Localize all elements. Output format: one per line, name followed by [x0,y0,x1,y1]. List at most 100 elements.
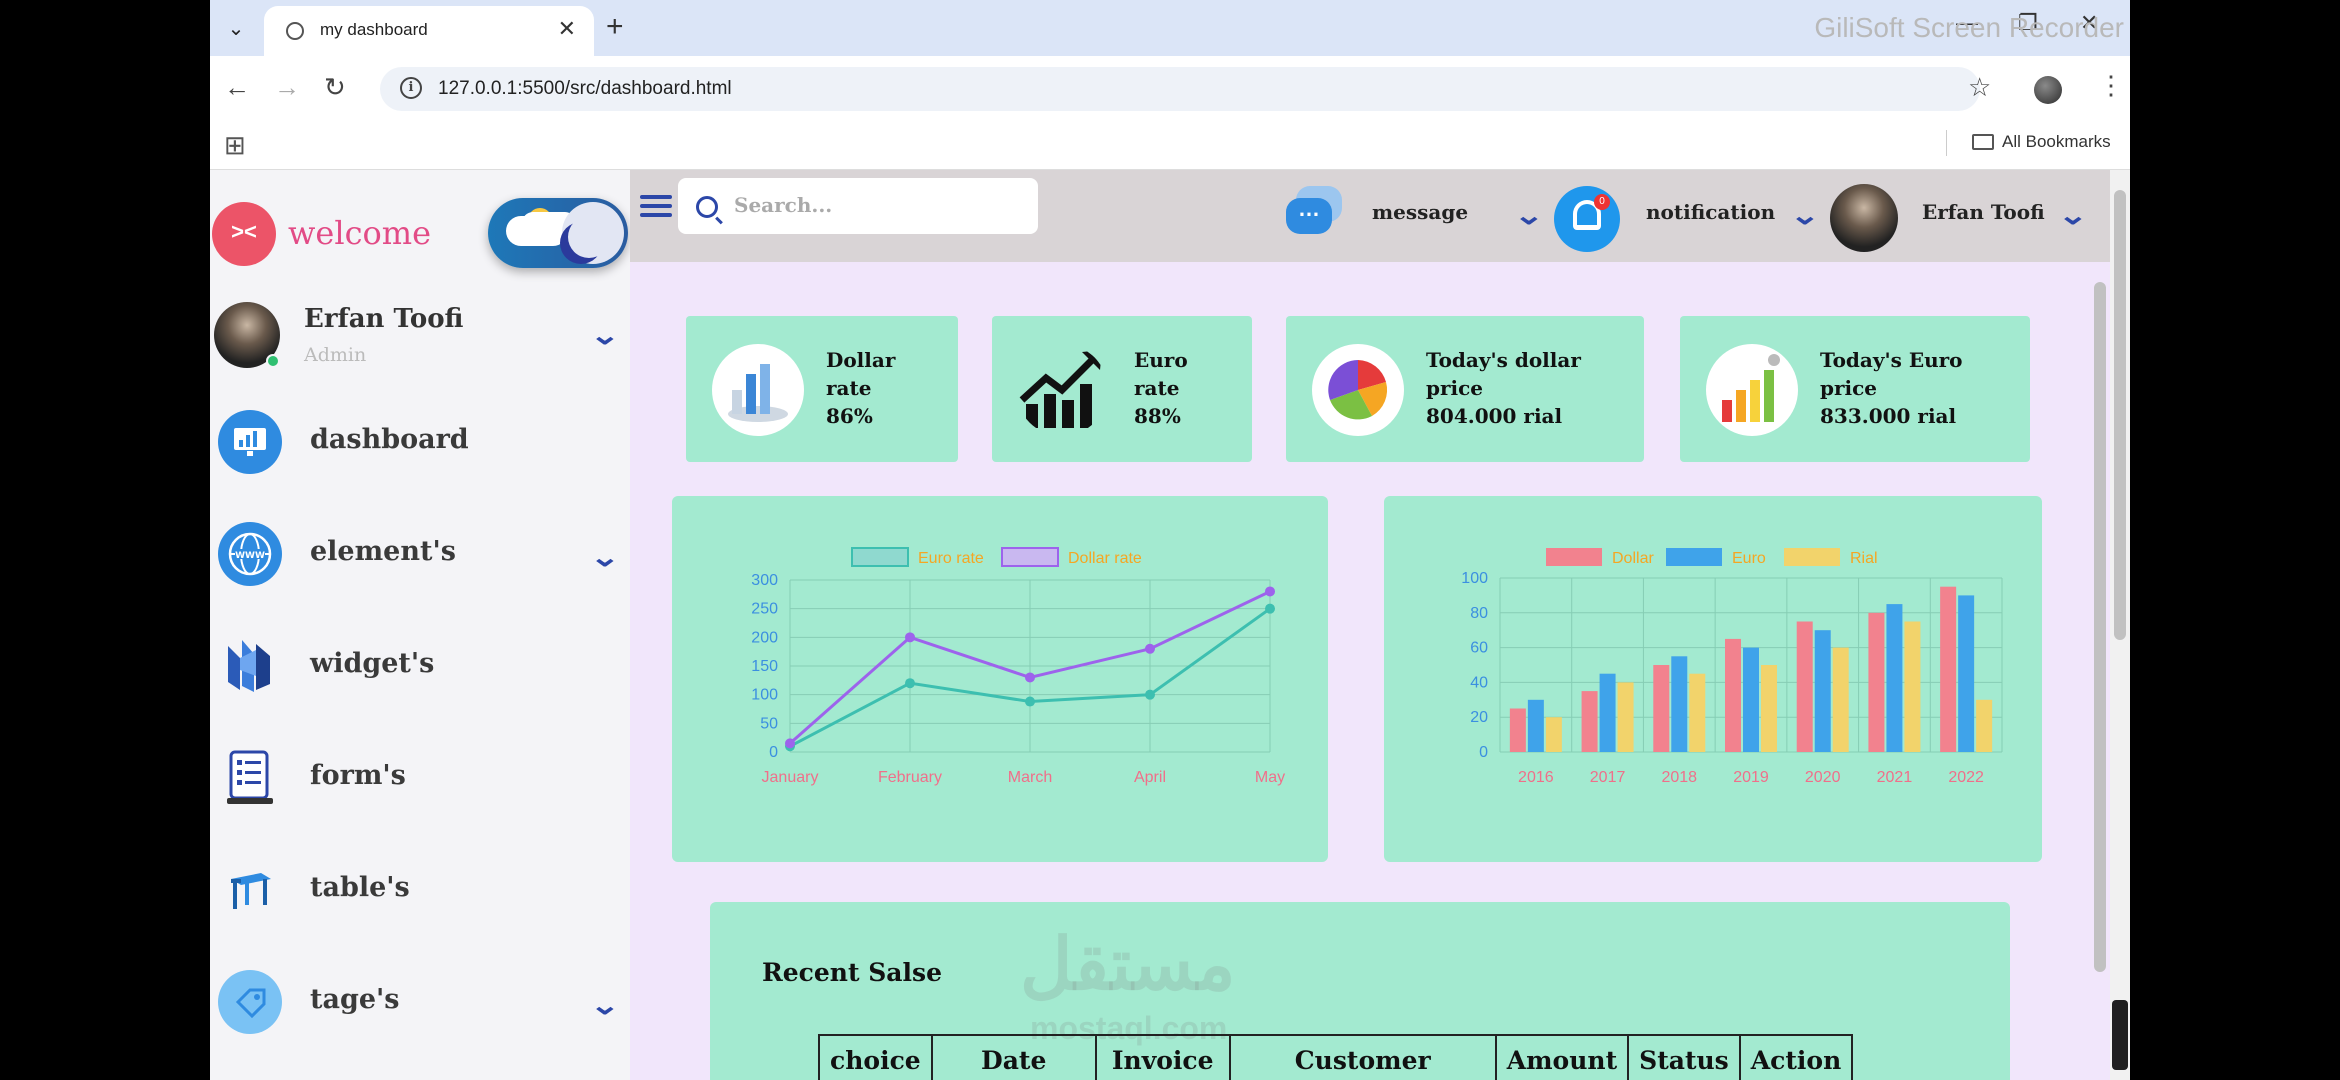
y-tick-label: 200 [751,629,778,646]
url-text[interactable]: 127.0.0.1:5500/src/dashboard.html [438,78,732,99]
browser-menu-icon[interactable]: ⋮ [2098,70,2124,100]
bar [1743,647,1759,752]
globe-icon [286,22,304,40]
search-input[interactable]: Search... [678,178,1038,234]
legend-label: Euro rate [918,550,984,567]
stat-value: 804.000 rial [1426,404,1563,428]
theme-toggle[interactable] [488,198,628,268]
x-tick-label: 2020 [1805,769,1841,786]
bar [1940,586,1957,752]
user-chevron-icon[interactable]: ⌄ [2057,200,2089,230]
sidebar-item-elements[interactable]: WWW element's ⌄ [210,512,630,602]
monitor-chart-icon [218,410,282,474]
minimize-button[interactable]: — [1956,10,1978,35]
hamburger-menu-icon[interactable] [640,190,672,222]
legend-label: Euro [1732,550,1766,567]
browser-tab[interactable]: my dashboard ✕ [264,6,594,56]
reload-button[interactable]: ↻ [324,72,346,102]
column-header: Customer [1228,1034,1497,1080]
moon-knob [562,202,624,264]
new-tab-button[interactable]: + [606,10,624,43]
bar [1527,699,1544,752]
bookmarks-divider [1946,130,1947,156]
close-icon[interactable]: ✕ [557,16,576,41]
omnibox[interactable]: i 127.0.0.1:5500/src/dashboard.html [380,67,1980,111]
stat-value: 88% [1134,404,1181,428]
bar-chart: 0 20 40 60 80 100 2016 2017 2018 2019 2020 2021 2022… [1461,548,2003,786]
forward-button[interactable]: → [274,72,300,102]
form-clipboard-icon [218,746,282,810]
message-chevron-icon[interactable]: ⌄ [1513,200,1545,230]
notification-bell-icon[interactable]: 0 [1554,186,1620,252]
stat-text: Today's dollar price 804.000 rial [1426,346,1581,430]
sidebar-item-label: dashboard [310,424,469,455]
profile-avatar[interactable] [2034,76,2062,104]
x-tick-label: 2018 [1661,769,1697,786]
bar [1599,673,1616,752]
legend-swatch [1001,547,1059,567]
bar [1814,630,1831,752]
column-header: Status [1627,1034,1741,1080]
legend-label: Dollar [1612,550,1654,567]
stat-value: 86% [826,404,873,428]
bar [1976,699,1993,752]
stat-text: Today's Euro price 833.000 rial [1820,346,1963,430]
stat-title-line1: Today's dollar [1426,348,1581,372]
sidebar-item-widgets[interactable]: widget's [210,624,630,714]
apps-grid-icon[interactable]: ⊞ [224,130,246,160]
x-tick-label: March [1008,769,1052,786]
tag-icon [218,970,282,1034]
sidebar-item-tags[interactable]: tage's ⌄ [210,960,630,1050]
page-scrollbar[interactable] [2110,170,2130,1080]
bar [1725,638,1741,752]
data-point [785,738,795,749]
sidebar-item-dashboard[interactable]: dashboard [210,400,630,490]
topbar-avatar[interactable] [1830,184,1898,252]
y-tick-label: 40 [1470,674,1488,691]
moon-icon [568,216,610,258]
watermark-text: مستقل [1020,925,1236,1005]
x-tick-label: 2022 [1948,769,1984,786]
message-label[interactable]: message [1372,200,1469,224]
y-tick-label: 60 [1470,640,1488,657]
user-menu-chevron-icon[interactable]: ⌄ [589,320,621,350]
data-point [905,678,915,689]
stat-title-line2: price [1426,376,1484,400]
legend-swatch [851,547,909,567]
bar [1581,691,1598,752]
x-tick-label: April [1134,769,1166,786]
window-close-button[interactable]: ✕ [2080,10,2099,35]
data-point [1025,696,1035,707]
info-icon[interactable]: i [400,77,422,99]
bookmark-star-icon[interactable]: ☆ [1968,72,1992,102]
search-placeholder: Search... [734,193,833,217]
back-button[interactable]: ← [224,72,250,102]
sidebar-item-label: table's [310,872,410,903]
dashboard-page: >< welcome Erfan Toofi Admin ⌄ dashboard [210,170,2130,1080]
all-bookmarks-button[interactable]: All Bookmarks [1972,132,2111,152]
x-tick-label: 2017 [1590,769,1626,786]
sidebar-item-forms[interactable]: form's [210,736,630,826]
data-point [1145,643,1155,654]
folder-icon [1972,134,1994,150]
line-chart-card: 0 50 100 150 200 250 300 January February March Ap… [672,496,1328,862]
content-scrollbar[interactable] [2090,266,2110,1080]
bar [1689,673,1706,752]
tab-search-button[interactable]: ⌄ [216,8,256,48]
sidebar-item-tables[interactable]: table's [210,848,630,938]
dollar-chart-icon [712,344,804,436]
bar [1509,708,1526,752]
stat-text: Dollar rate 86% [826,346,895,430]
main-content: Search... … message ⌄ 0 notification ⌄ E… [630,170,2130,1080]
stat-card-euro-price: Today's Euro price 833.000 rial [1680,316,2030,462]
notification-chevron-icon[interactable]: ⌄ [1789,200,1821,230]
cloud-icon [506,216,568,246]
chevron-down-icon[interactable]: ⌄ [589,990,621,1020]
restore-button[interactable]: ❐ [2018,10,2038,35]
column-header: Amount [1494,1034,1630,1080]
table-header-row: choice Date Invoice Customer Amount Stat… [818,1034,1854,1080]
chevron-down-icon[interactable]: ⌄ [589,542,621,572]
topbar-user-name[interactable]: Erfan Toofi [1922,200,2045,224]
message-icon[interactable]: … [1286,186,1344,238]
notification-label[interactable]: notification [1646,200,1776,224]
